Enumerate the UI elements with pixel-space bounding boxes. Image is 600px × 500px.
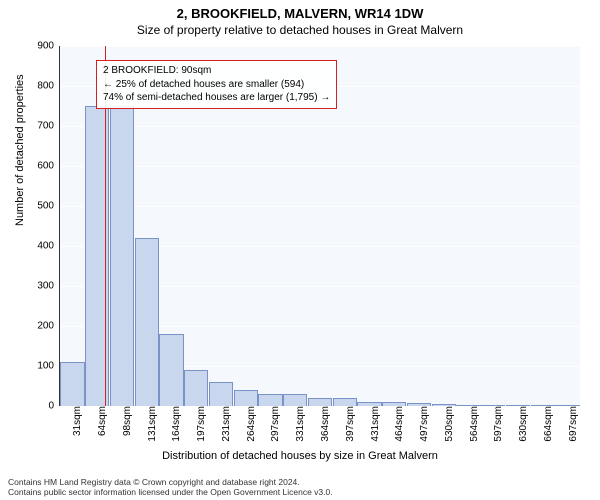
x-tick-label: 98sqm (118, 406, 133, 436)
y-tick-label: 100 (37, 361, 60, 372)
x-tick-label: 397sqm (341, 406, 356, 442)
chart-container: 2, BROOKFIELD, MALVERN, WR14 1DW Size of… (0, 0, 600, 500)
x-tick-label: 530sqm (440, 406, 455, 442)
histogram-bar (184, 370, 208, 406)
y-tick-label: 600 (37, 161, 60, 172)
gridline (60, 166, 580, 167)
histogram-bar (333, 398, 357, 406)
y-tick-label: 900 (37, 41, 60, 52)
histogram-bar (135, 238, 159, 406)
histogram-bar (85, 106, 109, 406)
x-tick-label: 564sqm (465, 406, 480, 442)
y-tick-label: 0 (48, 401, 60, 412)
histogram-bar (60, 362, 84, 406)
x-tick-label: 64sqm (93, 406, 108, 436)
y-tick-label: 500 (37, 201, 60, 212)
annotation-line: ← 25% of detached houses are smaller (59… (103, 78, 330, 92)
histogram-bar (283, 394, 307, 406)
x-tick-label: 497sqm (415, 406, 430, 442)
histogram-bar (258, 394, 282, 406)
title-main: 2, BROOKFIELD, MALVERN, WR14 1DW (0, 0, 600, 21)
x-tick-label: 297sqm (266, 406, 281, 442)
histogram-bar (308, 398, 332, 406)
plot-area: 010020030040050060070080090031sqm64sqm98… (60, 46, 580, 406)
x-tick-label: 331sqm (291, 406, 306, 442)
footer-line-1: Contains HM Land Registry data © Crown c… (8, 477, 333, 488)
histogram-bar (209, 382, 233, 406)
x-tick-label: 697sqm (564, 406, 579, 442)
gridline (60, 126, 580, 127)
x-axis-title: Distribution of detached houses by size … (0, 450, 600, 462)
x-tick-label: 264sqm (242, 406, 257, 442)
y-tick-label: 800 (37, 81, 60, 92)
y-tick-label: 300 (37, 281, 60, 292)
x-tick-label: 664sqm (539, 406, 554, 442)
y-tick-label: 700 (37, 121, 60, 132)
y-tick-label: 200 (37, 321, 60, 332)
x-tick-label: 597sqm (489, 406, 504, 442)
annotation-line: 74% of semi-detached houses are larger (… (103, 91, 330, 105)
gridline (60, 206, 580, 207)
x-tick-label: 31sqm (68, 406, 83, 436)
x-tick-label: 131sqm (143, 406, 158, 442)
histogram-bar (234, 390, 258, 406)
annotation-line: 2 BROOKFIELD: 90sqm (103, 64, 330, 78)
footer-line-2: Contains public sector information licen… (8, 487, 333, 498)
gridline (60, 46, 580, 47)
y-axis-title: Number of detached properties (14, 74, 26, 226)
x-tick-label: 197sqm (192, 406, 207, 442)
y-axis-line (59, 46, 60, 406)
x-tick-label: 464sqm (390, 406, 405, 442)
x-tick-label: 231sqm (217, 406, 232, 442)
footer-attribution: Contains HM Land Registry data © Crown c… (8, 477, 333, 498)
x-tick-label: 630sqm (514, 406, 529, 442)
x-tick-label: 431sqm (366, 406, 381, 442)
x-tick-label: 164sqm (167, 406, 182, 442)
annotation-box: 2 BROOKFIELD: 90sqm← 25% of detached hou… (96, 60, 337, 109)
x-tick-label: 364sqm (316, 406, 331, 442)
y-tick-label: 400 (37, 241, 60, 252)
histogram-bar (110, 106, 134, 406)
histogram-bar (159, 334, 183, 406)
title-sub: Size of property relative to detached ho… (0, 21, 600, 37)
